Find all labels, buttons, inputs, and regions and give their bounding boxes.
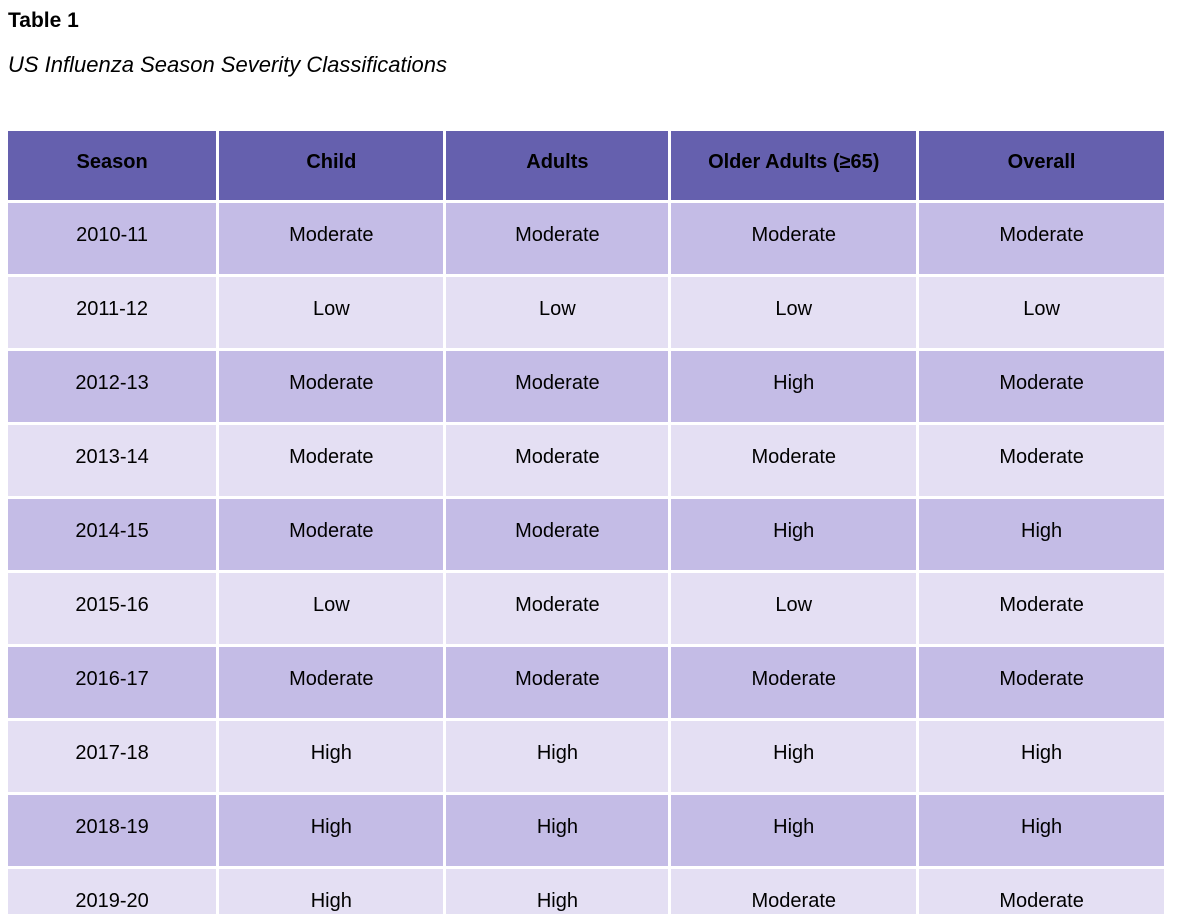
table-cell: 2011-12 (8, 277, 217, 348)
table-cell: 2014-15 (8, 499, 217, 570)
table-cell: High (446, 795, 669, 866)
table-row: 2010-11 Moderate Moderate Moderate Moderate (8, 203, 1164, 274)
table-cell: Moderate (919, 203, 1164, 274)
column-header-4: Overall (919, 131, 1164, 200)
table-cell: Moderate (219, 647, 444, 718)
table-cell: Moderate (671, 647, 917, 718)
table-cell: Moderate (919, 869, 1164, 914)
table-cell: High (446, 869, 669, 914)
table-cell: Moderate (671, 203, 917, 274)
table-cell: Moderate (446, 203, 669, 274)
table-cell: High (919, 721, 1164, 792)
table-cell: High (919, 499, 1164, 570)
table-cell: Moderate (219, 203, 444, 274)
table-cell: 2019-20 (8, 869, 217, 914)
table-cell: Moderate (671, 869, 917, 914)
table-row: 2015-16 Low Moderate Low Moderate (8, 573, 1164, 644)
table-cell: Moderate (919, 425, 1164, 496)
table-row: 2018-19 High High High High (8, 795, 1164, 866)
table-cell: High (919, 795, 1164, 866)
table-cell: High (219, 795, 444, 866)
table-cell: 2016-17 (8, 647, 217, 718)
table-cell: Moderate (219, 425, 444, 496)
table-row: 2016-17 Moderate Moderate Moderate Moderate (8, 647, 1164, 718)
table-cell: High (671, 721, 917, 792)
table-cell: Low (919, 277, 1164, 348)
table-cell: Moderate (919, 351, 1164, 422)
column-header-3: Older Adults (≥65) (671, 131, 917, 200)
severity-table: Season Child Adults Older Adults (≥65) Overa… (5, 128, 1167, 914)
table-cell: Moderate (919, 647, 1164, 718)
table-cell: Moderate (446, 499, 669, 570)
table-cell: High (671, 795, 917, 866)
header-row: Season Child Adults Older Adults (≥65) Overa… (8, 131, 1164, 200)
table-cell: Moderate (919, 573, 1164, 644)
table-cell: High (671, 499, 917, 570)
table-cell: Moderate (219, 351, 444, 422)
table-cell: 2013-14 (8, 425, 217, 496)
table-cell: High (671, 351, 917, 422)
table-cell: Low (671, 277, 917, 348)
column-header-1: Child (219, 131, 444, 200)
table-cell: High (446, 721, 669, 792)
table-row: 2013-14 Moderate Moderate Moderate Moderate (8, 425, 1164, 496)
table-cell: High (219, 721, 444, 792)
table-cell: Moderate (671, 425, 917, 496)
column-header-0: Season (8, 131, 217, 200)
table-cell: 2012-13 (8, 351, 217, 422)
table-row: 2014-15 Moderate Moderate High High (8, 499, 1164, 570)
table-row: 2011-12 Low Low Low Low (8, 277, 1164, 348)
table-cell: Low (671, 573, 917, 644)
table-cell: Moderate (446, 351, 669, 422)
table-row: 2012-13 Moderate Moderate High Moderate (8, 351, 1164, 422)
table-cell: Low (219, 277, 444, 348)
table-cell: Moderate (446, 573, 669, 644)
table-cell: Low (446, 277, 669, 348)
table-cell: 2018-19 (8, 795, 217, 866)
table-label: Table 1 (8, 9, 79, 32)
table-cell: 2015-16 (8, 573, 217, 644)
table-cell: High (219, 869, 444, 914)
table-row: 2017-18 High High High High (8, 721, 1164, 792)
table-cell: Moderate (446, 425, 669, 496)
table-row: 2019-20 High High Moderate Moderate (8, 869, 1164, 914)
table-caption: US Influenza Season Severity Classificat… (8, 52, 447, 77)
table-cell: 2017-18 (8, 721, 217, 792)
column-header-2: Adults (446, 131, 669, 200)
table-header: Season Child Adults Older Adults (≥65) Overa… (8, 131, 1164, 200)
table-cell: 2010-11 (8, 203, 217, 274)
table-cell: Low (219, 573, 444, 644)
table-cell: Moderate (219, 499, 444, 570)
table-cell: Moderate (446, 647, 669, 718)
